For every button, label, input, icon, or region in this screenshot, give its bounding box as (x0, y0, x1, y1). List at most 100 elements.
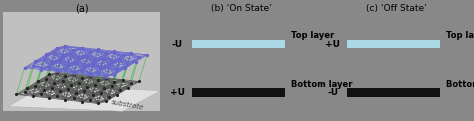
Point (67, 84, 74, 86)
Polygon shape (8, 85, 160, 111)
Point (97, 67, 105, 69)
Point (70, 97, 77, 99)
Point (105, 65, 113, 67)
Point (97, 92, 105, 94)
Point (48, 62, 55, 64)
Point (23, 87, 31, 89)
Point (59, 55, 66, 57)
Bar (191, 88, 285, 97)
Point (119, 54, 127, 56)
Point (94, 102, 102, 104)
Point (83, 86, 91, 87)
Point (37, 93, 45, 95)
Point (91, 83, 99, 85)
Point (86, 50, 94, 52)
Point (40, 89, 47, 91)
Point (94, 72, 102, 74)
Point (86, 74, 94, 76)
Point (37, 69, 45, 71)
Point (100, 87, 107, 89)
Point (73, 92, 80, 94)
Point (135, 81, 143, 83)
Bar (3, 12, 160, 111)
Text: (a): (a) (75, 4, 89, 14)
Point (127, 83, 135, 84)
Point (48, 87, 55, 88)
Bar (347, 88, 440, 97)
Point (62, 75, 69, 77)
Point (119, 79, 127, 81)
Point (29, 65, 36, 67)
Point (59, 80, 66, 82)
Point (102, 76, 110, 78)
Point (43, 78, 50, 80)
Point (94, 79, 102, 81)
Point (81, 66, 88, 68)
Point (143, 54, 151, 56)
Point (46, 67, 53, 68)
Point (43, 53, 50, 55)
Point (81, 90, 88, 92)
Point (102, 77, 110, 79)
Point (108, 61, 116, 63)
Point (121, 67, 129, 69)
Point (70, 73, 77, 75)
Point (105, 96, 113, 98)
Point (116, 59, 124, 61)
Point (32, 60, 39, 62)
Point (54, 70, 61, 72)
Text: Top layer: Top layer (446, 31, 474, 40)
Point (51, 82, 58, 84)
Point (70, 72, 77, 74)
Point (110, 50, 118, 52)
Point (51, 52, 58, 53)
Point (29, 95, 36, 97)
Point (110, 81, 118, 83)
Point (54, 95, 61, 97)
Point (21, 67, 28, 69)
Point (64, 64, 72, 66)
Text: (b) ‘On State’: (b) ‘On State’ (211, 4, 272, 13)
Point (132, 60, 140, 62)
Point (67, 53, 74, 55)
Point (62, 99, 69, 101)
Text: Top layer: Top layer (291, 31, 334, 40)
Point (78, 70, 85, 72)
Point (113, 69, 121, 71)
Text: Bottom layer: Bottom layer (446, 80, 474, 89)
Point (21, 91, 28, 93)
Point (78, 101, 85, 103)
Point (62, 45, 69, 47)
Point (83, 55, 91, 57)
Point (70, 49, 77, 51)
Point (54, 47, 61, 49)
Point (32, 85, 39, 87)
Point (89, 94, 96, 96)
Point (56, 90, 64, 92)
Point (113, 94, 121, 96)
Text: Bottom layer: Bottom layer (291, 80, 353, 89)
Text: substrate: substrate (111, 99, 145, 111)
Text: +U: +U (170, 88, 185, 97)
Point (86, 99, 94, 101)
Point (13, 93, 20, 95)
Point (40, 58, 47, 60)
Text: -U: -U (328, 88, 338, 97)
Point (108, 85, 116, 87)
Point (73, 62, 80, 64)
Point (46, 97, 53, 99)
Point (127, 52, 135, 54)
Point (135, 56, 143, 58)
Point (75, 57, 83, 59)
Point (64, 88, 72, 90)
Point (54, 71, 61, 73)
Point (34, 80, 42, 82)
Point (45, 73, 53, 75)
Bar (347, 40, 440, 48)
Point (100, 57, 107, 59)
Point (78, 77, 85, 79)
Point (102, 52, 110, 54)
Point (56, 60, 64, 62)
Point (75, 82, 83, 84)
Point (89, 64, 96, 66)
